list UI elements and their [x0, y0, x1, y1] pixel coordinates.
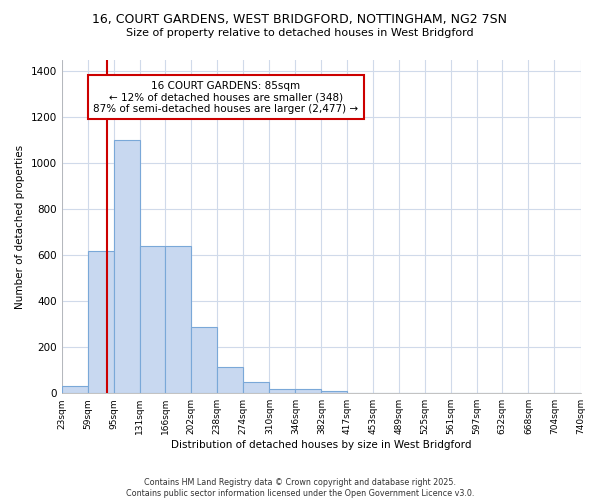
Bar: [88, 250, 114, 393]
Text: 16 COURT GARDENS: 85sqm
← 12% of detached houses are smaller (348)
87% of semi-d: 16 COURT GARDENS: 85sqm ← 12% of detache…: [94, 80, 358, 114]
Text: Size of property relative to detached houses in West Bridgford: Size of property relative to detached ho…: [126, 28, 474, 38]
Bar: [269, 388, 295, 393]
Text: 16, COURT GARDENS, WEST BRIDGFORD, NOTTINGHAM, NG2 7SN: 16, COURT GARDENS, WEST BRIDGFORD, NOTTI…: [92, 12, 508, 26]
Bar: [165, 246, 191, 393]
X-axis label: Distribution of detached houses by size in West Bridgford: Distribution of detached houses by size …: [171, 440, 472, 450]
Y-axis label: Number of detached properties: Number of detached properties: [15, 144, 25, 308]
Bar: [191, 326, 217, 393]
Bar: [217, 367, 243, 393]
Bar: [140, 246, 165, 393]
Text: Contains HM Land Registry data © Crown copyright and database right 2025.
Contai: Contains HM Land Registry data © Crown c…: [126, 478, 474, 498]
Bar: [62, 386, 88, 393]
Bar: [114, 140, 140, 393]
Bar: [295, 388, 322, 393]
Bar: [243, 382, 269, 393]
Bar: [322, 391, 347, 393]
